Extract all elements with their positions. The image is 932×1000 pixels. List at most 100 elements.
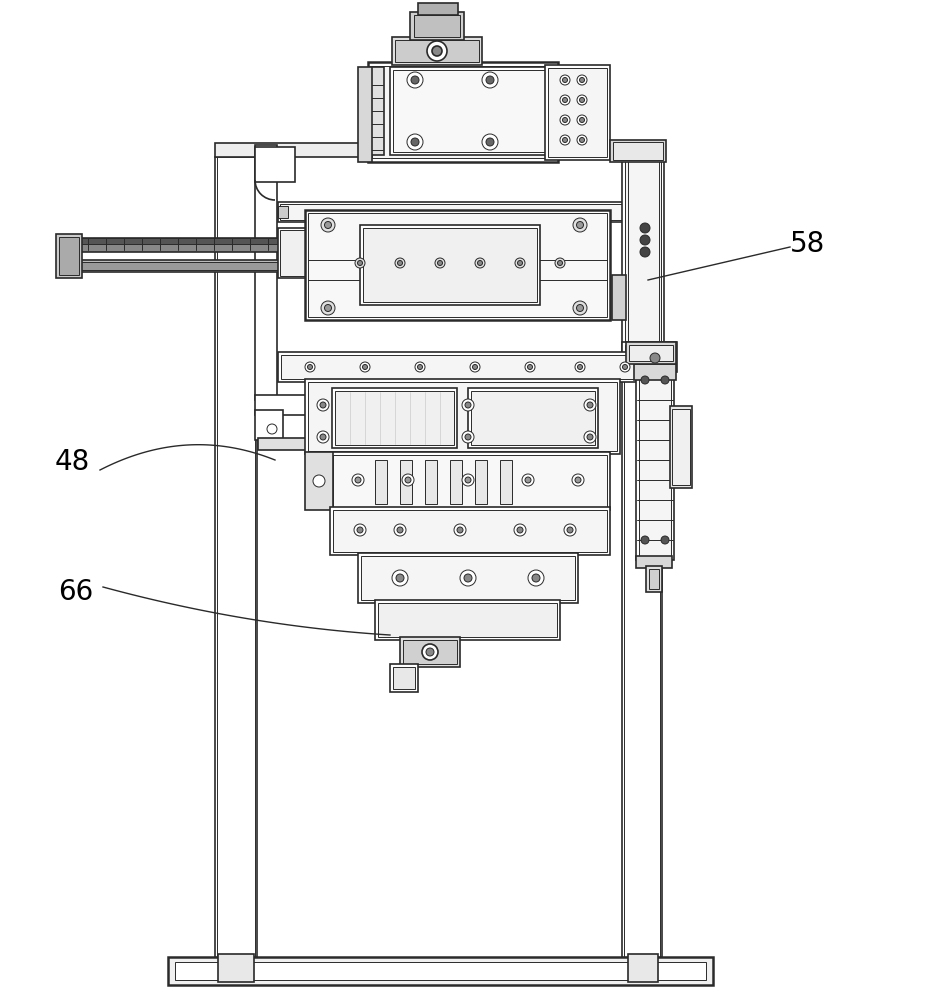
Bar [636,368,674,560]
Circle shape [358,260,363,265]
Bar [278,206,288,218]
Bar [390,664,418,692]
Circle shape [578,364,582,369]
Circle shape [577,115,587,125]
Circle shape [620,362,630,372]
Circle shape [454,524,466,536]
Bar [468,388,598,448]
Circle shape [402,474,414,486]
Bar [330,507,610,555]
Bar [425,460,437,504]
Circle shape [486,76,494,84]
Circle shape [584,431,596,443]
Circle shape [324,304,332,312]
Bar [414,15,460,37]
Circle shape [313,475,325,487]
Circle shape [405,477,411,483]
Bar [280,230,308,276]
Circle shape [308,364,312,369]
Bar [370,67,384,155]
Circle shape [411,76,419,84]
Bar [622,155,664,380]
Circle shape [354,524,366,536]
Circle shape [623,364,627,369]
Bar [278,202,638,222]
Bar [545,65,610,160]
Circle shape [564,524,576,536]
Bar [393,70,552,152]
Bar [218,954,254,982]
Circle shape [395,258,405,268]
Circle shape [321,301,335,315]
Bar [330,452,610,510]
Circle shape [407,72,423,88]
Circle shape [575,362,585,372]
Bar [80,262,286,270]
Bar [670,406,692,488]
Circle shape [572,474,584,486]
Circle shape [411,138,419,146]
Circle shape [470,362,480,372]
Circle shape [426,648,434,656]
Circle shape [352,474,364,486]
Circle shape [517,260,523,265]
Bar [168,957,713,985]
Text: 48: 48 [55,448,90,476]
Bar [333,510,607,552]
Bar [281,355,640,379]
Circle shape [661,376,669,384]
Bar [622,342,677,372]
Circle shape [357,527,363,533]
Bar [255,395,310,415]
Bar [390,67,555,155]
Bar [59,237,79,275]
Bar [649,569,659,589]
Bar [410,12,464,40]
Circle shape [317,431,329,443]
Circle shape [437,260,443,265]
Bar [400,637,460,667]
Circle shape [320,434,326,440]
Bar [646,566,662,592]
Circle shape [587,402,593,408]
Circle shape [355,258,365,268]
Bar [639,371,671,557]
Circle shape [560,115,570,125]
Bar [375,600,560,640]
Bar [450,460,462,504]
Circle shape [641,536,649,544]
Circle shape [573,301,587,315]
Bar [78,260,288,272]
Circle shape [580,78,584,83]
Bar [58,238,293,252]
Text: 58: 58 [790,230,825,258]
Circle shape [640,247,650,257]
Bar [333,455,607,507]
Circle shape [355,477,361,483]
Bar [393,667,415,689]
Circle shape [640,223,650,233]
Circle shape [418,364,422,369]
Circle shape [422,644,438,660]
Bar [361,556,575,600]
Bar [672,409,690,485]
Circle shape [577,75,587,85]
Circle shape [320,402,326,408]
Bar [625,158,661,377]
Circle shape [580,137,584,142]
Circle shape [267,424,277,434]
Circle shape [398,260,403,265]
Circle shape [482,72,498,88]
Circle shape [563,117,568,122]
Circle shape [432,46,442,56]
Circle shape [482,134,498,150]
Bar [548,68,607,157]
Circle shape [321,218,335,232]
Bar [610,140,666,162]
Circle shape [532,574,540,582]
Circle shape [392,570,408,586]
Circle shape [580,117,584,122]
Bar [626,342,676,364]
Circle shape [563,137,568,142]
Circle shape [580,98,584,103]
